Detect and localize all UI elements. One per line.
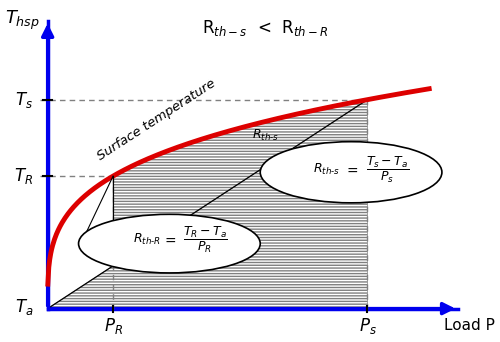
Text: $R_{th\text{-}R}$: $R_{th\text{-}R}$: [133, 232, 161, 247]
Text: $P_R$: $P_R$: [104, 316, 122, 337]
Text: $T_R$: $T_R$: [14, 166, 34, 186]
Text: $\dfrac{T_R - T_a}{P_R}$: $\dfrac{T_R - T_a}{P_R}$: [184, 225, 228, 255]
Text: $T_{hsp}$: $T_{hsp}$: [4, 9, 40, 32]
Text: $P_s$: $P_s$: [358, 316, 376, 337]
Polygon shape: [48, 100, 368, 308]
Text: $=$: $=$: [344, 163, 358, 177]
Text: $R_{th\text{-}s}$: $R_{th\text{-}s}$: [313, 162, 340, 177]
Text: $\dfrac{T_s - T_a}{P_s}$: $\dfrac{T_s - T_a}{P_s}$: [366, 155, 409, 185]
Text: R$_{th-s}$  <  R$_{th-R}$: R$_{th-s}$ < R$_{th-R}$: [202, 18, 329, 38]
Text: $T_a$: $T_a$: [15, 297, 34, 317]
Ellipse shape: [78, 214, 260, 273]
Text: $=$: $=$: [162, 233, 177, 247]
Text: Surface temperature: Surface temperature: [95, 77, 218, 163]
Ellipse shape: [260, 142, 442, 203]
Text: $R_{th\text{-}s}$: $R_{th\text{-}s}$: [252, 128, 280, 143]
Polygon shape: [113, 100, 368, 266]
Text: $T_s$: $T_s$: [15, 90, 33, 110]
Text: Load P: Load P: [444, 318, 494, 333]
